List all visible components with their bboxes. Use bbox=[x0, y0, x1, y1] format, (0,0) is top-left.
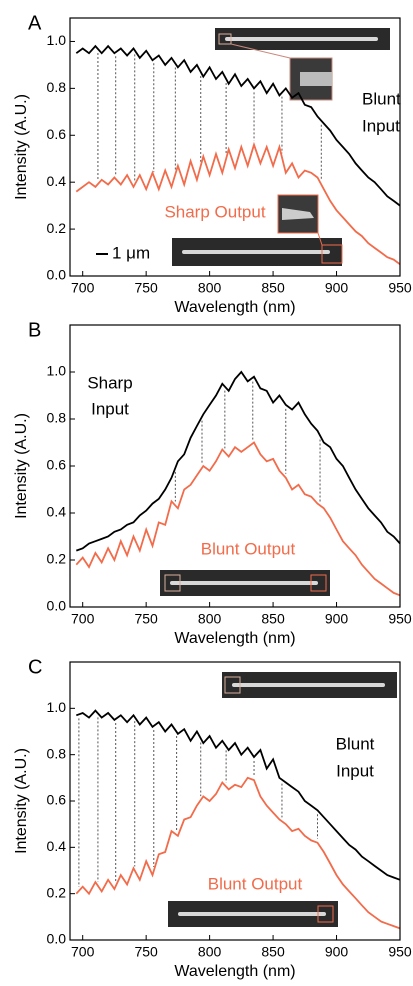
annotation: Blunt Output bbox=[208, 874, 303, 893]
nanowire bbox=[225, 37, 378, 41]
plot-frame bbox=[69, 17, 401, 277]
nanowire bbox=[170, 581, 318, 585]
zoom-box bbox=[310, 574, 327, 592]
x-tick-label: 900 bbox=[325, 280, 349, 296]
annotation: Sharp Output bbox=[164, 202, 265, 221]
y-tick-label: 0.6 bbox=[47, 792, 67, 808]
annotation: Input bbox=[91, 399, 129, 418]
x-tick-label: 800 bbox=[198, 280, 222, 296]
x-tick-label: 950 bbox=[388, 280, 412, 296]
nanowire bbox=[178, 912, 326, 916]
y-tick-label: 0.8 bbox=[47, 745, 67, 761]
zoom-link bbox=[230, 43, 291, 59]
y-tick-label: 0.8 bbox=[47, 79, 67, 95]
y-tick-label: 1.0 bbox=[47, 363, 67, 379]
zoom-tip bbox=[282, 208, 314, 220]
y-tick-label: 0.4 bbox=[47, 838, 67, 854]
nanowire bbox=[182, 250, 330, 254]
x-axis-title: Wavelength (nm) bbox=[174, 299, 295, 316]
panel: 0.0 0.2 0.4 0.6 0.8 1.0 700 750 800 850 900 950 B Wav… bbox=[13, 319, 412, 647]
spectrum-line bbox=[75, 141, 401, 266]
y-tick-label: 1.0 bbox=[47, 32, 67, 48]
x-tick-label: 750 bbox=[134, 944, 158, 960]
x-tick-label: 850 bbox=[261, 944, 285, 960]
x-axis-title: Wavelength (nm) bbox=[174, 630, 295, 647]
y-tick-label: 0.4 bbox=[47, 173, 67, 189]
y-axis-title: Intensity (A.U.) bbox=[13, 94, 30, 200]
annotation: Input bbox=[336, 761, 374, 780]
annotation: Sharp bbox=[87, 373, 132, 392]
x-tick-label: 900 bbox=[325, 611, 349, 627]
y-tick-label: 0.6 bbox=[47, 126, 67, 142]
spectrum-line bbox=[75, 441, 401, 597]
annotation: Blunt bbox=[362, 89, 401, 108]
zoom-box bbox=[224, 676, 241, 694]
y-tick-label: 0.0 bbox=[47, 598, 67, 614]
spectrum-line bbox=[75, 44, 401, 207]
y-axis-title: Intensity (A.U.) bbox=[13, 748, 30, 854]
x-tick-label: 700 bbox=[71, 944, 95, 960]
panel: 0.0 0.2 0.4 0.6 0.8 1.0 700 750 800 850 900 950 C Wav… bbox=[13, 656, 412, 980]
annotation: Input bbox=[362, 116, 400, 135]
x-tick-label: 800 bbox=[198, 944, 222, 960]
x-tick-label: 700 bbox=[71, 611, 95, 627]
plot-frame bbox=[69, 661, 401, 941]
spectrum-line bbox=[75, 709, 401, 881]
y-tick-label: 0.2 bbox=[47, 220, 67, 236]
annotation: Blunt Output bbox=[201, 539, 296, 558]
x-tick-label: 850 bbox=[261, 611, 285, 627]
x-tick-label: 850 bbox=[261, 280, 285, 296]
y-tick-label: 0.0 bbox=[47, 267, 67, 283]
zoom-link bbox=[317, 232, 323, 246]
x-tick-label: 800 bbox=[198, 611, 222, 627]
x-tick-label: 750 bbox=[134, 611, 158, 627]
nanowire bbox=[232, 683, 385, 687]
zoom-box bbox=[164, 574, 181, 592]
zoom-tip bbox=[300, 72, 332, 86]
zoom-box bbox=[317, 905, 334, 923]
y-tick-label: 0.2 bbox=[47, 884, 67, 900]
y-tick-label: 0.0 bbox=[47, 931, 67, 947]
annotation: Blunt bbox=[336, 734, 375, 753]
panel-label: B bbox=[28, 319, 41, 341]
y-tick-label: 0.4 bbox=[47, 504, 67, 520]
annotation: 1 μm bbox=[112, 243, 150, 262]
x-axis-title: Wavelength (nm) bbox=[174, 963, 295, 980]
x-tick-label: 900 bbox=[325, 944, 349, 960]
y-tick-label: 0.8 bbox=[47, 410, 67, 426]
plot-frame bbox=[69, 324, 401, 608]
y-axis-title: Intensity (A.U.) bbox=[13, 413, 30, 519]
panel-label: C bbox=[28, 656, 42, 678]
x-tick-label: 950 bbox=[388, 611, 412, 627]
spectrum-line bbox=[75, 776, 401, 930]
panel-label: A bbox=[28, 12, 42, 34]
panel: 0.0 0.2 0.4 0.6 0.8 1.0 700 750 800 850 900 950 A Wav… bbox=[13, 12, 412, 316]
x-tick-label: 750 bbox=[134, 280, 158, 296]
x-tick-label: 950 bbox=[388, 944, 412, 960]
zoom-box bbox=[218, 33, 232, 45]
y-tick-label: 0.2 bbox=[47, 551, 67, 567]
spectrum-line bbox=[75, 370, 401, 552]
x-tick-label: 700 bbox=[71, 280, 95, 296]
zoom-box bbox=[321, 244, 343, 264]
y-tick-label: 1.0 bbox=[47, 699, 67, 715]
y-tick-label: 0.6 bbox=[47, 457, 67, 473]
